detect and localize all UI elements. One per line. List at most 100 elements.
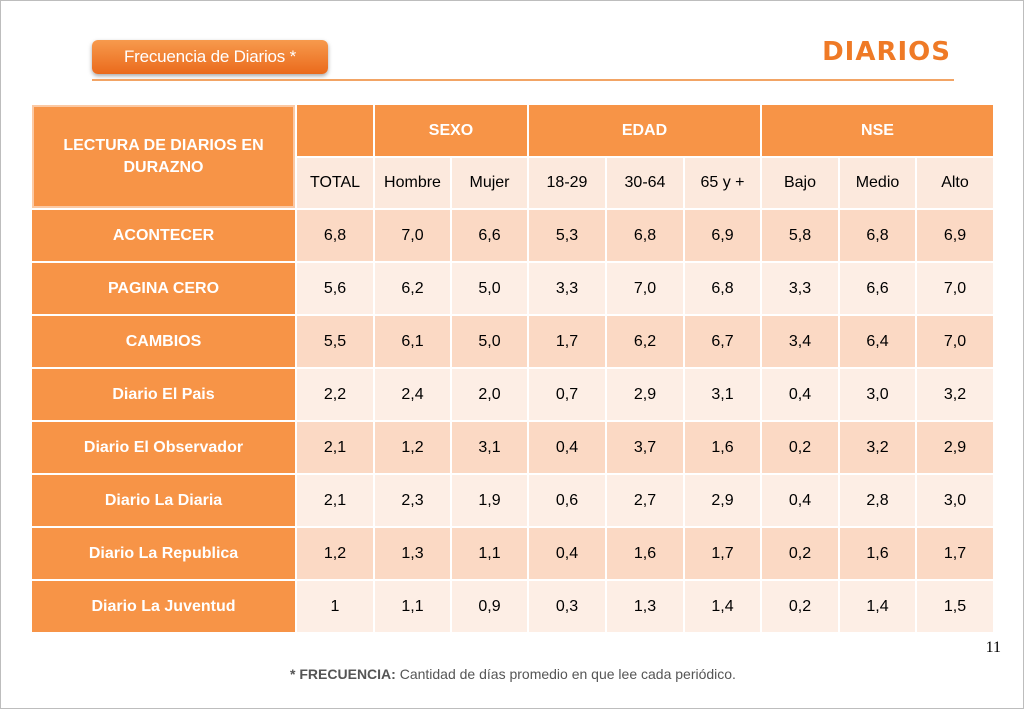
table-cell: 2,9 [917,422,993,473]
table-row: CAMBIOS 5,5 6,1 5,0 1,7 6,2 6,7 3,4 6,4 … [32,316,993,367]
table-cell: 6,2 [375,263,450,314]
header-divider [92,79,954,81]
table-row: Diario El Observador 2,1 1,2 3,1 0,4 3,7… [32,422,993,473]
row-label: ACONTECER [32,210,295,261]
table-cell: 6,7 [685,316,760,367]
table-cell: 3,1 [685,369,760,420]
table-cell: 3,0 [840,369,915,420]
row-label: CAMBIOS [32,316,295,367]
table-cell: 2,7 [607,475,683,526]
table-cell: 6,6 [840,263,915,314]
table-cell: 3,2 [917,369,993,420]
header-blank-cell [297,105,373,156]
table-cell: 0,4 [762,475,838,526]
table-cell: 6,8 [685,263,760,314]
table-cell: 2,8 [840,475,915,526]
table-cell: 1,2 [375,422,450,473]
row-label: Diario La Diaria [32,475,295,526]
table-cell: 1,4 [685,581,760,632]
table-cell: 3,3 [762,263,838,314]
table-cell: 6,1 [375,316,450,367]
row-label: PAGINA CERO [32,263,295,314]
table-cell: 3,3 [529,263,605,314]
table-cell: 6,8 [840,210,915,261]
column-header-total: TOTAL [297,158,373,208]
row-label: Diario El Observador [32,422,295,473]
table-cell: 6,6 [452,210,527,261]
table-cell: 5,6 [297,263,373,314]
table-cell: 3,4 [762,316,838,367]
table-cell: 7,0 [917,316,993,367]
table-cell: 3,0 [917,475,993,526]
table-cell: 5,0 [452,316,527,367]
table-cell: 0,6 [529,475,605,526]
table-cell: 2,1 [297,475,373,526]
table-cell: 1,9 [452,475,527,526]
table-cell: 1,1 [452,528,527,579]
column-header-30-64: 30-64 [607,158,683,208]
table-cell: 1 [297,581,373,632]
table-cell: 7,0 [607,263,683,314]
column-header-mujer: Mujer [452,158,527,208]
page-number: 11 [985,639,1001,656]
table-cell: 2,4 [375,369,450,420]
table-cell: 2,1 [297,422,373,473]
table-cell: 0,4 [529,528,605,579]
row-label: Diario El Pais [32,369,295,420]
table-cell: 1,2 [297,528,373,579]
column-header-18-29: 18-29 [529,158,605,208]
table-cell: 7,0 [917,263,993,314]
table-cell: 3,7 [607,422,683,473]
table-row: Diario El Pais 2,2 2,4 2,0 0,7 2,9 3,1 0… [32,369,993,420]
table-cell: 5,8 [762,210,838,261]
table-cell: 6,4 [840,316,915,367]
column-header-alto: Alto [917,158,993,208]
slide-title: Frecuencia de Diarios * [92,40,328,74]
frequency-table: LECTURA DE DIARIOS EN DURAZNO SEXO EDAD … [30,103,995,634]
column-header-bajo: Bajo [762,158,838,208]
table-row: Diario La Juventud 1 1,1 0,9 0,3 1,3 1,4… [32,581,993,632]
table-cell: 5,3 [529,210,605,261]
table-cell: 6,9 [685,210,760,261]
table-row: Diario La Diaria 2,1 2,3 1,9 0,6 2,7 2,9… [32,475,993,526]
table-cell: 1,3 [607,581,683,632]
table-cell: 1,6 [685,422,760,473]
footnote-label: * FRECUENCIA: [290,666,396,682]
column-header-hombre: Hombre [375,158,450,208]
table-cell: 2,3 [375,475,450,526]
group-header-nse: NSE [762,105,993,156]
table-cell: 1,4 [840,581,915,632]
table-row: Diario La Republica 1,2 1,3 1,1 0,4 1,6 … [32,528,993,579]
table-cell: 1,7 [917,528,993,579]
table-corner-label: LECTURA DE DIARIOS EN DURAZNO [32,105,295,208]
row-label: Diario La Juventud [32,581,295,632]
row-label: Diario La Republica [32,528,295,579]
group-header-sexo: SEXO [375,105,527,156]
table-cell: 2,9 [607,369,683,420]
table-cell: 1,3 [375,528,450,579]
table-row: PAGINA CERO 5,6 6,2 5,0 3,3 7,0 6,8 3,3 … [32,263,993,314]
table-cell: 5,0 [452,263,527,314]
table-cell: 0,4 [762,369,838,420]
column-header-65-plus: 65 y + [685,158,760,208]
table-cell: 3,1 [452,422,527,473]
table-cell: 1,7 [529,316,605,367]
table-cell: 0,9 [452,581,527,632]
table-cell: 6,8 [297,210,373,261]
table-cell: 0,2 [762,528,838,579]
footnote-text: Cantidad de días promedio en que lee cad… [395,666,736,682]
table-cell: 3,2 [840,422,915,473]
column-header-medio: Medio [840,158,915,208]
table-cell: 2,9 [685,475,760,526]
table-row: ACONTECER 6,8 7,0 6,6 5,3 6,8 6,9 5,8 6,… [32,210,993,261]
table-cell: 1,6 [607,528,683,579]
group-header-edad: EDAD [529,105,760,156]
table-cell: 2,2 [297,369,373,420]
brand-heading: DIARIOS [822,37,951,67]
table-cell: 5,5 [297,316,373,367]
table-cell: 1,1 [375,581,450,632]
table-cell: 0,2 [762,422,838,473]
table-cell: 6,2 [607,316,683,367]
table-cell: 2,0 [452,369,527,420]
